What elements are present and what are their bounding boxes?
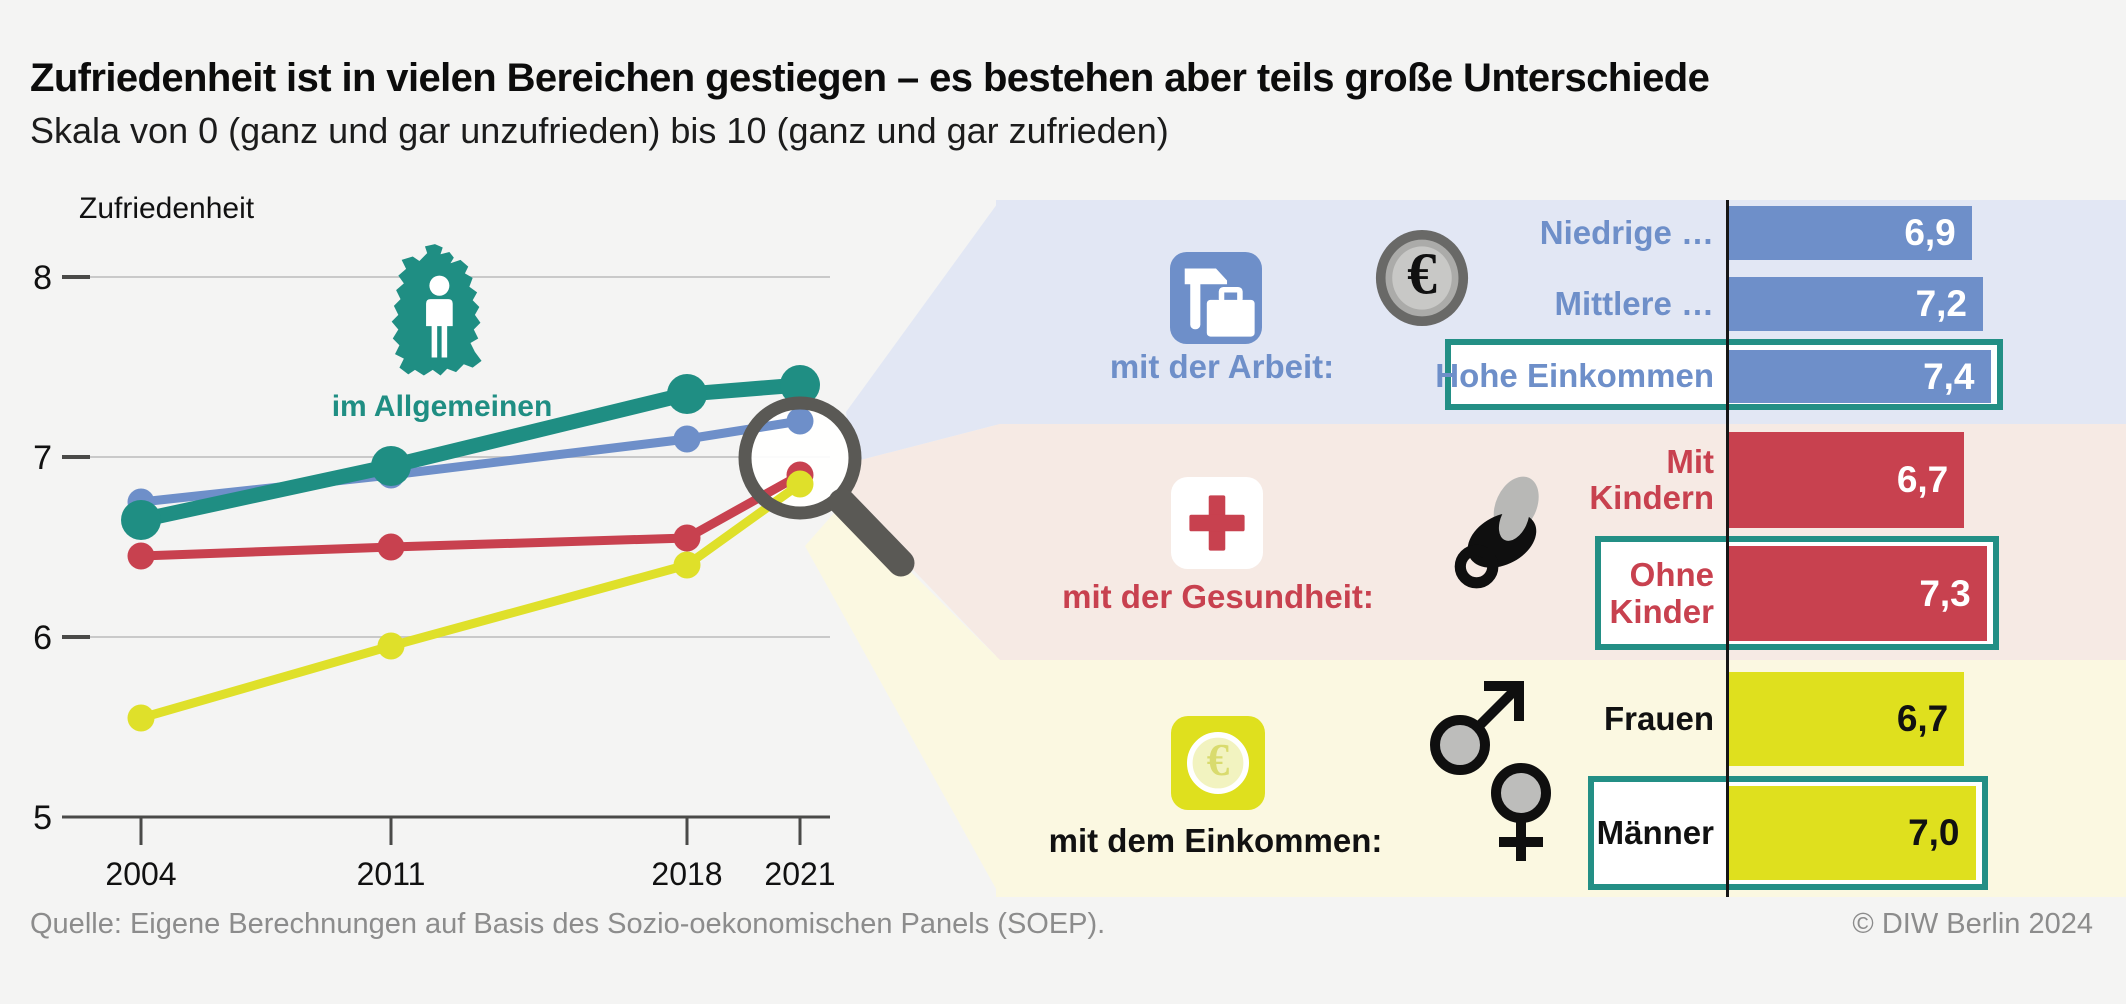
bar-label: Frauen [1603, 699, 1714, 737]
bar-value: 7,3 [1919, 572, 1971, 614]
germany-map-label: im Allgemeinen [331, 390, 553, 423]
magnifier-lens-fill [750, 408, 850, 508]
chart-series [121, 365, 820, 732]
work-briefcase-icon [1170, 252, 1262, 344]
y-tick-label: 7 [33, 439, 52, 477]
data-point [673, 551, 701, 579]
bar-label: Hohe Einkommen [1435, 357, 1714, 395]
copyright-note: © DIW Berlin 2024 [1852, 908, 2093, 940]
pacifier-icon [1454, 476, 1539, 589]
bar-value: 6,7 [1896, 459, 1949, 500]
section-label-health: mit der Gesundheit: [1062, 578, 1374, 615]
page-title: Zufriedenheit ist in vielen Bereichen ge… [30, 56, 1710, 100]
x-tick-label: 2018 [651, 856, 722, 892]
bar-value: 7,4 [1923, 355, 1975, 397]
data-point [121, 500, 161, 540]
bar-label: Niedrige … [1539, 213, 1714, 251]
page-subtitle: Skala von 0 (ganz und gar unzufrieden) b… [30, 110, 1169, 151]
bar-label: Mittlere … [1554, 284, 1714, 322]
data-point [127, 542, 155, 570]
data-point [371, 446, 411, 486]
beam-to-income-panel [805, 504, 1000, 896]
mars-symbol [1430, 681, 1524, 775]
bar-1-0: 6,7 [1728, 432, 1965, 528]
magnifier-icon [738, 396, 915, 577]
bar-value: 7,2 [1915, 283, 1967, 324]
data-point [786, 470, 814, 498]
data-point [377, 533, 405, 561]
bar-value: 7,0 [1908, 812, 1960, 853]
gender-icon [1430, 681, 1551, 861]
series-line-2 [136, 470, 805, 561]
svg-text:€: € [1207, 735, 1230, 785]
red-cross-icon [1171, 477, 1263, 569]
beam-shapes [805, 200, 1000, 896]
euro-square-icon: € [1171, 716, 1265, 810]
data-point [667, 374, 707, 414]
section-label-income: mit dem Einkommen: [1048, 822, 1383, 859]
venus-symbol [1491, 763, 1551, 861]
data-point [673, 425, 701, 453]
x-tick-label: 2004 [105, 856, 176, 892]
data-point [786, 407, 814, 435]
bar-1-1: 7,3 [1728, 546, 1987, 641]
y-tick-label: 8 [33, 259, 52, 297]
x-tick-label: 2011 [357, 856, 426, 892]
euro-coin-icon: € [1375, 230, 1469, 326]
person-icon [426, 275, 453, 358]
bar-0-1: 7,2 [1728, 277, 1983, 331]
bar-0-0: 6,9 [1728, 206, 1972, 260]
bar-label: Mit Kindern [1589, 442, 1714, 516]
y-tick-label: 5 [33, 799, 52, 837]
data-point [780, 365, 820, 405]
bar-label: Ohne Kinder [1609, 556, 1714, 630]
bar-value: 6,7 [1896, 698, 1949, 739]
data-point [673, 524, 701, 552]
section-label-work: mit der Arbeit: [1109, 348, 1335, 385]
bar-2-0: 6,7 [1728, 672, 1965, 766]
bar-baseline-axis [1726, 200, 1729, 897]
x-tick-label: 2021 [764, 856, 835, 892]
bar-label: Männer [1596, 813, 1714, 851]
bar-value: 6,9 [1904, 212, 1956, 253]
data-point [127, 704, 155, 732]
svg-text:€: € [1407, 241, 1437, 307]
bar-0-2: 7,4 [1728, 350, 1991, 403]
beam-to-work-panel [846, 200, 1000, 462]
series-line-3 [136, 479, 805, 723]
y-tick-label: 6 [33, 619, 52, 657]
germany-map-icon [391, 244, 482, 376]
beam-to-health-panel [846, 424, 1000, 660]
y-axis-title: Zufriedenheit [79, 192, 255, 225]
chart-axes: 2004 2011 2018 2021 5 6 7 8 [33, 259, 836, 892]
series-line-0 [133, 377, 808, 528]
data-point [377, 632, 405, 660]
bar-2-1: 7,0 [1728, 786, 1976, 880]
source-note: Quelle: Eigene Berechnungen auf Basis de… [30, 908, 1106, 940]
